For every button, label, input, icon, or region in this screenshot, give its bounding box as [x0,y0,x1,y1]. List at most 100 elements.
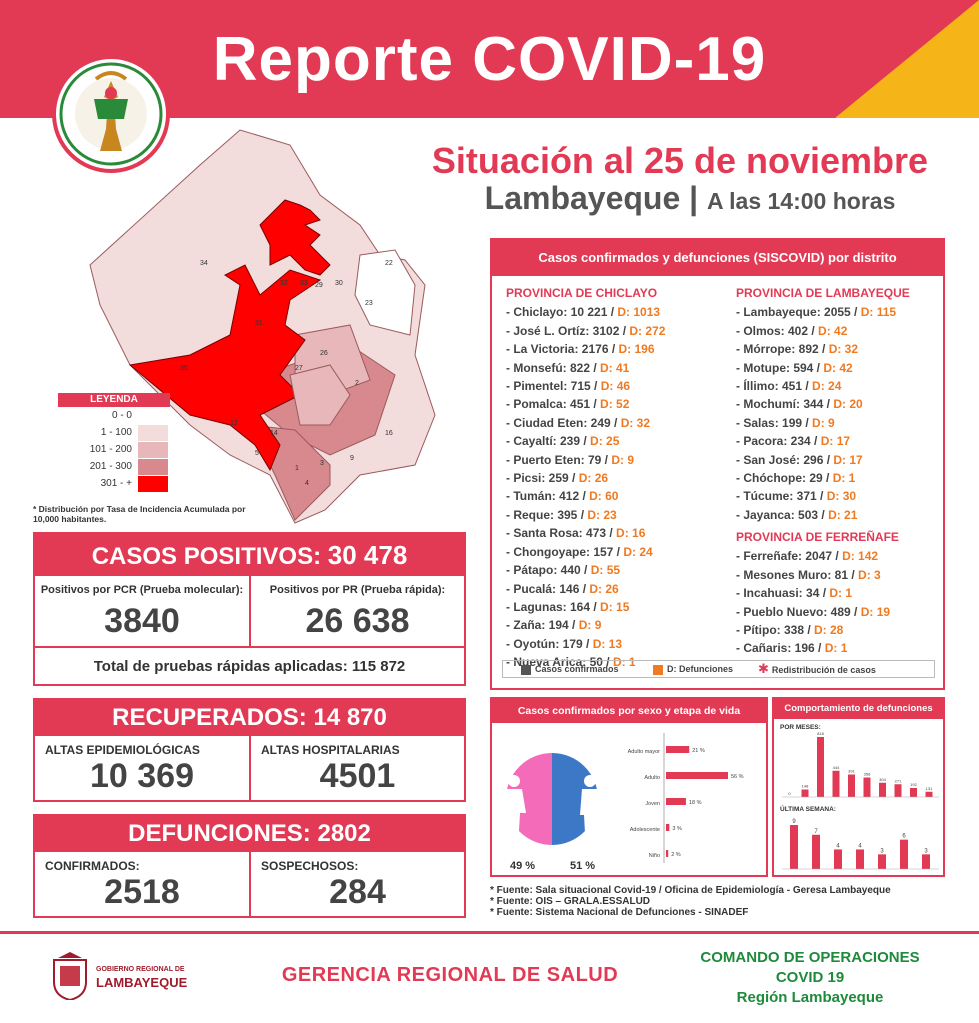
province-title: PROVINCIA DE FERREÑAFE [736,530,899,544]
sexo-panel: Casos confirmados por sexo y etapa de vi… [490,697,768,877]
month-bar-label: 391 [848,769,855,774]
gobierno-regional-logo: GOBIERNO REGIONAL DE LAMBAYEQUE [50,952,190,1002]
svg-text:22: 22 [385,260,393,267]
comportamiento-panel: Comportamiento de defunciones POR MESES:… [772,697,945,877]
district-row: - Pátapo: 440 / D: 55 [506,563,621,578]
month-bar [894,784,902,797]
month-bar-label: 0 [788,791,791,796]
fuentes: * Fuente: Sala situacional Covid-19 / Of… [490,885,891,918]
recuperados-header: RECUPERADOS: 14 870 [35,700,464,736]
month-bar-label: 444 [833,765,840,770]
district-row: - Chiclayo: 10 221 / D: 1013 [506,305,661,320]
por-meses-label: POR MESES: [780,724,821,731]
svg-text:26: 26 [320,350,328,357]
legend-swatch [138,442,168,458]
district-row: - Salas: 199 / D: 9 [736,415,835,430]
bar-label: 3 % [672,826,682,832]
casos-positivos-panel: CASOS POSITIVOS: 30 478 Positivos por PC… [33,532,466,686]
svg-text:34: 34 [200,260,208,267]
week-bar-label: 6 [902,834,906,840]
legend-swatch [138,459,168,475]
svg-text:12: 12 [230,420,238,427]
district-row: - Picsi: 259 / D: 26 [506,471,609,486]
month-bar [801,789,809,797]
district-row: - Lambayeque: 2055 / D: 115 [736,305,897,320]
district-row: - Túcume: 371 / D: 30 [736,489,857,504]
district-row: - Mochumí: 344 / D: 20 [736,397,863,412]
bar-label: 56 % [731,774,744,780]
separator: | [689,180,699,216]
category-label: Niño [649,853,660,859]
district-row: - Pacora: 234 / D: 17 [736,434,851,449]
svg-text:35: 35 [180,365,188,372]
district-row: - Cañaris: 196 / D: 1 [736,641,848,656]
district-row: - Incahuasi: 34 / D: 1 [736,586,853,601]
legend-row: 1 - 100 [58,424,170,441]
svg-text:23: 23 [365,300,373,307]
district-row: - Jayanca: 503 / D: 21 [736,507,858,522]
district-row: - Oyotún: 179 / D: 13 [506,636,623,651]
total-pruebas: Total de pruebas rápidas aplicadas: 115 … [35,646,464,684]
week-bar [834,849,842,869]
svg-text:27: 27 [295,365,303,372]
report-time: A las 14:00 horas [707,188,896,214]
category-label: Joven [645,801,660,807]
district-row: - La Victoria: 2176 / D: 196 [506,342,655,357]
casos-header: CASOS POSITIVOS: 30 478 [35,534,464,576]
legend-swatch [138,408,168,424]
confirmados-cell: CONFIRMADOS: 2518 [35,852,251,916]
asterisk-icon: ✱ [758,661,769,676]
month-bar-label: 304 [879,777,886,782]
month-bar-label: 131 [926,786,933,791]
district-row: - José L. Ortíz: 3102 / D: 272 [506,323,666,338]
svg-text:16: 16 [385,430,393,437]
province-title: PROVINCIA DE LAMBAYEQUE [736,286,910,300]
situation-date: Situación al 25 de noviembre [431,140,929,181]
district-row: - Lagunas: 164 / D: 15 [506,599,630,614]
svg-text:30: 30 [335,280,343,287]
chiclayo-column: PROVINCIA DE CHICLAYO - Chiclayo: 10 221… [506,284,665,672]
svg-text:1: 1 [295,465,299,472]
map-note: * Distribución por Tasa de Incidencia Ac… [33,504,246,524]
distritos-legend: Casos confirmados D: Defunciones ✱ Redist… [502,660,935,678]
female-icon [502,775,526,831]
gerencia-title: GERENCIA REGIONAL DE SALUD [281,964,619,986]
week-bar [790,825,798,869]
bar [666,798,686,805]
pcr-cell: Positivos por PCR (Prueba molecular): 38… [35,576,251,646]
sospechosos-cell: SOSPECHOSOS: 284 [261,859,386,911]
province-title: PROVINCIA DE CHICLAYO [506,286,658,300]
situation-location: Lambayeque | A las 14:00 horas [440,180,940,217]
svg-text:5: 5 [255,450,259,457]
region-name: Lambayeque [484,180,681,216]
male-icon [580,775,600,833]
week-bar-label: 7 [814,829,818,835]
svg-text:29: 29 [315,282,323,289]
altas-epi-cell: ALTAS EPIDEMIOLÓGICAS 10 369 [35,736,251,800]
week-bar [922,854,930,869]
legend-row: 0 - 0 [58,407,170,424]
week-bar-label: 4 [836,843,840,849]
district-row: - Chongoyape: 157 / D: 24 [506,544,653,559]
district-row: - Pítipo: 338 / D: 28 [736,623,844,638]
district-row: - Íllimo: 451 / D: 24 [736,379,842,394]
month-bar [817,737,824,797]
distritos-header: Casos confirmados y defunciones (SISCOVI… [492,240,943,276]
sexo-chart: 49 % 51 % Adulto mayor 21 % Adulto 56 % Jove… [502,733,744,872]
recuperados-panel: RECUPERADOS: 14 870 ALTAS EPIDEMIOLÓGICA… [33,698,466,802]
week-bar-label: 3 [880,848,884,854]
month-bar-label: 358 [864,772,871,777]
legend-swatch [138,476,168,492]
page-title: Reporte COVID-19 [212,25,767,94]
svg-text:4: 4 [305,480,309,487]
footer-divider [0,931,979,934]
district-row: - Pimentel: 715 / D: 46 [506,379,631,394]
legend-row: 201 - 300 [58,458,170,475]
svg-text:3: 3 [320,460,324,467]
district-row: - Olmos: 402 / D: 42 [736,323,848,338]
category-label: Adulto [644,775,660,781]
bar-label: 2 % [671,852,681,858]
altas-hosp-cell: ALTAS HOSPITALARIAS 4501 [261,743,400,795]
comportamiento-chart: POR MESES: ÚLTIMA SEMANA: 01488184443913… [780,724,939,870]
